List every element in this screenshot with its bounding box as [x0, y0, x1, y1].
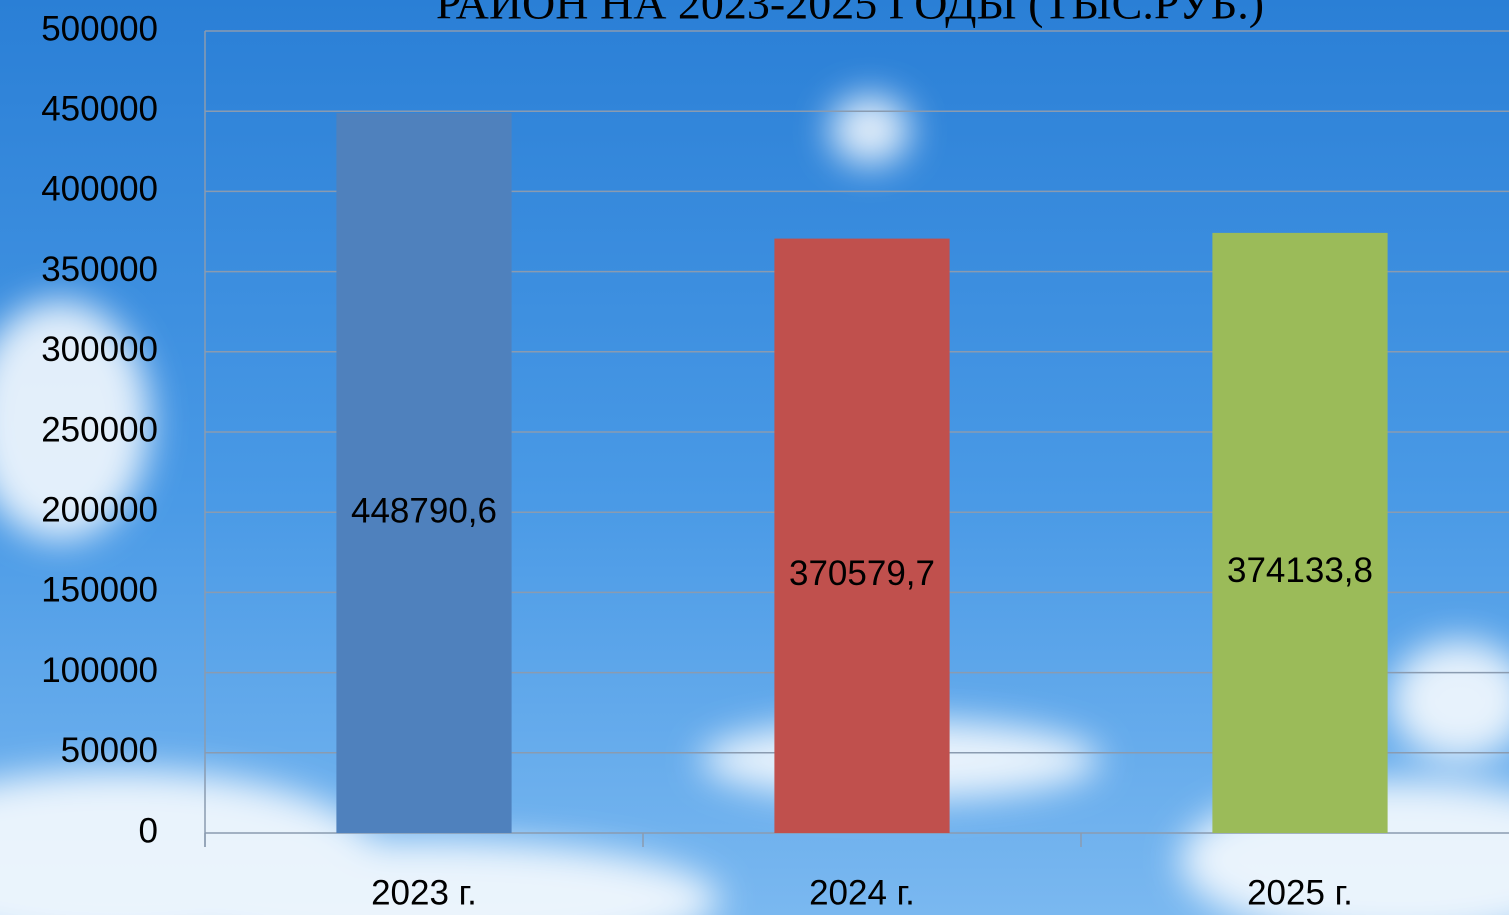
y-tick-label: 100000: [41, 651, 158, 690]
y-tick-label: 0: [139, 811, 158, 850]
data-label: 374133,8: [1227, 551, 1373, 590]
y-tick-label: 400000: [41, 170, 158, 209]
x-tick-label: 2023 г.: [371, 873, 477, 912]
y-tick-label: 150000: [41, 571, 158, 610]
bar: [1212, 232, 1388, 833]
data-label: 448790,6: [351, 491, 497, 530]
bar: [336, 113, 512, 833]
x-tick-label: 2025 г.: [1247, 873, 1353, 912]
y-tick-label: 50000: [61, 731, 158, 770]
y-tick-label: 250000: [41, 410, 158, 449]
y-tick-label: 350000: [41, 250, 158, 289]
y-tick-label: 300000: [41, 330, 158, 369]
y-tick-label: 450000: [41, 89, 158, 128]
bar: [774, 238, 950, 834]
x-tick-label: 2024 г.: [809, 873, 915, 912]
chart-title: РАЙОН НА 2023-2025 ГОДЫ (ТЫС.РУБ.): [436, 0, 1264, 29]
y-tick-label: 500000: [41, 9, 158, 48]
data-label: 370579,7: [789, 554, 935, 593]
y-tick-label: 200000: [41, 490, 158, 529]
